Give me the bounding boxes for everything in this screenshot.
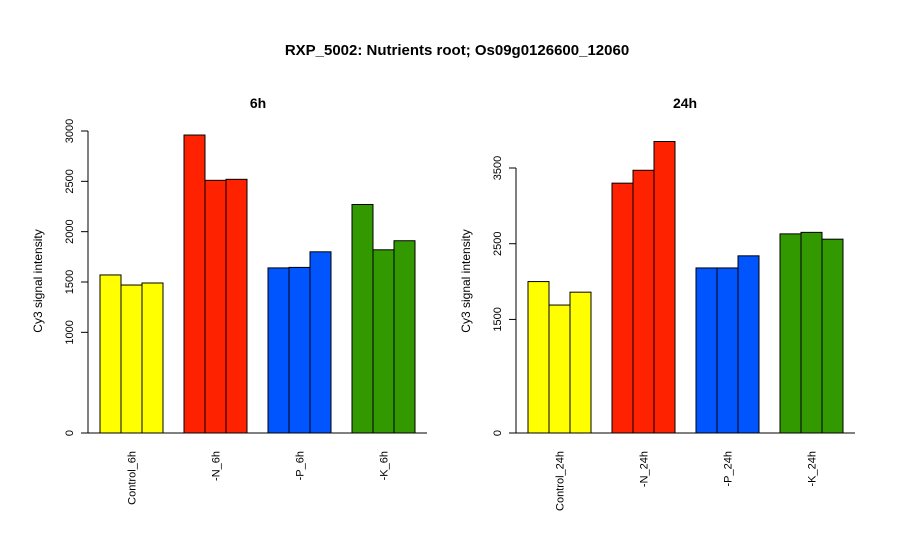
y-tick-label: 3500 <box>492 156 504 180</box>
y-tick-label: 2500 <box>492 231 504 255</box>
panel-title-24h: 24h <box>673 95 697 111</box>
y-tick-label: 1500 <box>64 270 76 294</box>
bar <box>737 255 760 434</box>
x-tick-label: Control_6h <box>127 451 139 505</box>
bar <box>632 169 655 434</box>
bar <box>225 178 248 434</box>
bar <box>141 282 164 434</box>
chart-title: RXP_5002: Nutrients root; Os09g0126600_1… <box>285 42 629 59</box>
bar <box>372 249 395 434</box>
y-tick-label: 3000 <box>64 119 76 143</box>
bar <box>288 266 311 434</box>
y-tick-label: 2000 <box>64 219 76 243</box>
y-tick-label: 1000 <box>64 320 76 344</box>
bar <box>821 238 844 434</box>
bar <box>695 267 718 434</box>
panel-24h: 24h Cy3 signal intensity 0 1500 2500 3500 Co… <box>459 95 855 511</box>
x-tick-label: -P_24h <box>723 451 735 486</box>
y-axis-label-6h: Cy3 signal intensity <box>31 229 45 332</box>
bar <box>120 284 143 434</box>
bar <box>548 304 571 434</box>
y-tick-label: 0 <box>64 430 76 436</box>
y-tick-label: 0 <box>492 430 504 436</box>
bar <box>309 251 332 434</box>
bar <box>267 267 290 434</box>
x-tick-label: -N_6h <box>211 451 223 481</box>
x-tick-label: -K_6h <box>379 451 391 480</box>
x-tick-label: -K_24h <box>807 451 819 486</box>
y-tick-label: 2500 <box>64 169 76 193</box>
bar <box>393 240 416 434</box>
bar <box>527 281 550 434</box>
bar <box>716 267 739 434</box>
panel-title-6h: 6h <box>250 95 266 111</box>
bar <box>204 179 227 434</box>
bar <box>569 291 592 434</box>
bar <box>99 274 122 434</box>
x-tick-label: Control_24h <box>555 451 567 511</box>
bar <box>779 233 802 434</box>
x-tick-label: -P_6h <box>295 451 307 480</box>
x-tick-label: -N_24h <box>639 451 651 487</box>
panel-6h: 6h Cy3 signal intensity 0 1000 1500 2000 250… <box>31 95 427 505</box>
plot-area-24h: 0 1500 2500 3500 Control_24h -N_24h -P_24h -K_2… <box>492 141 855 511</box>
bar <box>183 134 206 434</box>
bar <box>351 203 374 434</box>
bar <box>800 231 823 434</box>
y-axis-label-24h: Cy3 signal intensity <box>459 229 473 332</box>
y-tick-label: 1500 <box>492 307 504 331</box>
bar <box>653 141 676 434</box>
bar <box>611 182 634 434</box>
plot-area-6h: 0 1000 1500 2000 2500 3000 Control_6h -N_6h -P_6… <box>64 119 427 505</box>
